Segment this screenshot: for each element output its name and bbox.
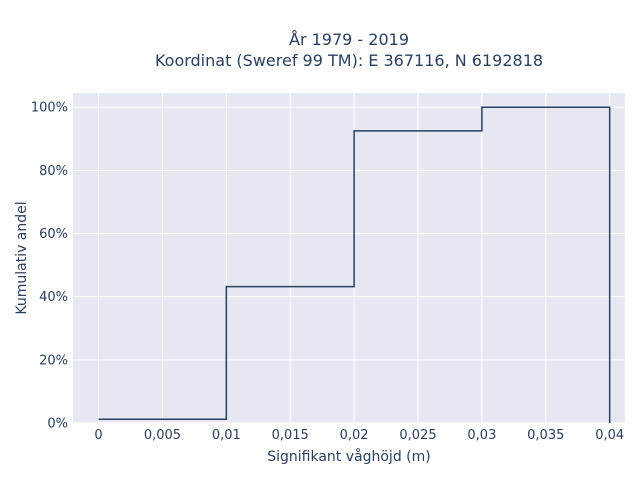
plot-area (73, 93, 625, 423)
x-tick-label-3: 0,015 (272, 428, 309, 443)
x-tick-label-8: 0,04 (595, 428, 624, 443)
x-tick-label-2: 0,01 (212, 428, 241, 443)
series-layer (98, 106, 611, 423)
y-axis-title: Kumulativ andel (14, 201, 30, 314)
chart-title-line-2: Koordinat (Sweref 99 TM): E 367116, N 61… (155, 51, 543, 70)
y-tick-label-1: 20% (39, 353, 68, 368)
y-tick-label-0: 0% (47, 417, 68, 432)
x-tick-label-7: 0,035 (527, 428, 564, 443)
x-axis-title: Signifikant våghöjd (m) (267, 448, 430, 465)
y-tick-label-5: 100% (31, 101, 68, 116)
y-tick-label-2: 40% (39, 290, 68, 305)
x-tick-label-5: 0,025 (399, 428, 436, 443)
y-tick-labels: 0% 20% 40% 60% 80% 100% (31, 101, 68, 432)
chart-title-line-1: År 1979 - 2019 (289, 30, 409, 49)
x-tick-labels: 0 0,005 0,01 0,015 0,02 0,025 0,03 0,035 0,04 (94, 428, 624, 443)
x-tick-label-6: 0,03 (467, 428, 496, 443)
y-tick-label-4: 80% (39, 164, 68, 179)
x-tick-label-4: 0,02 (340, 428, 369, 443)
y-tick-label-3: 60% (39, 227, 68, 242)
x-tick-label-1: 0,005 (144, 428, 181, 443)
series-line-0 (98, 106, 611, 423)
x-tick-label-0: 0 (94, 428, 102, 443)
